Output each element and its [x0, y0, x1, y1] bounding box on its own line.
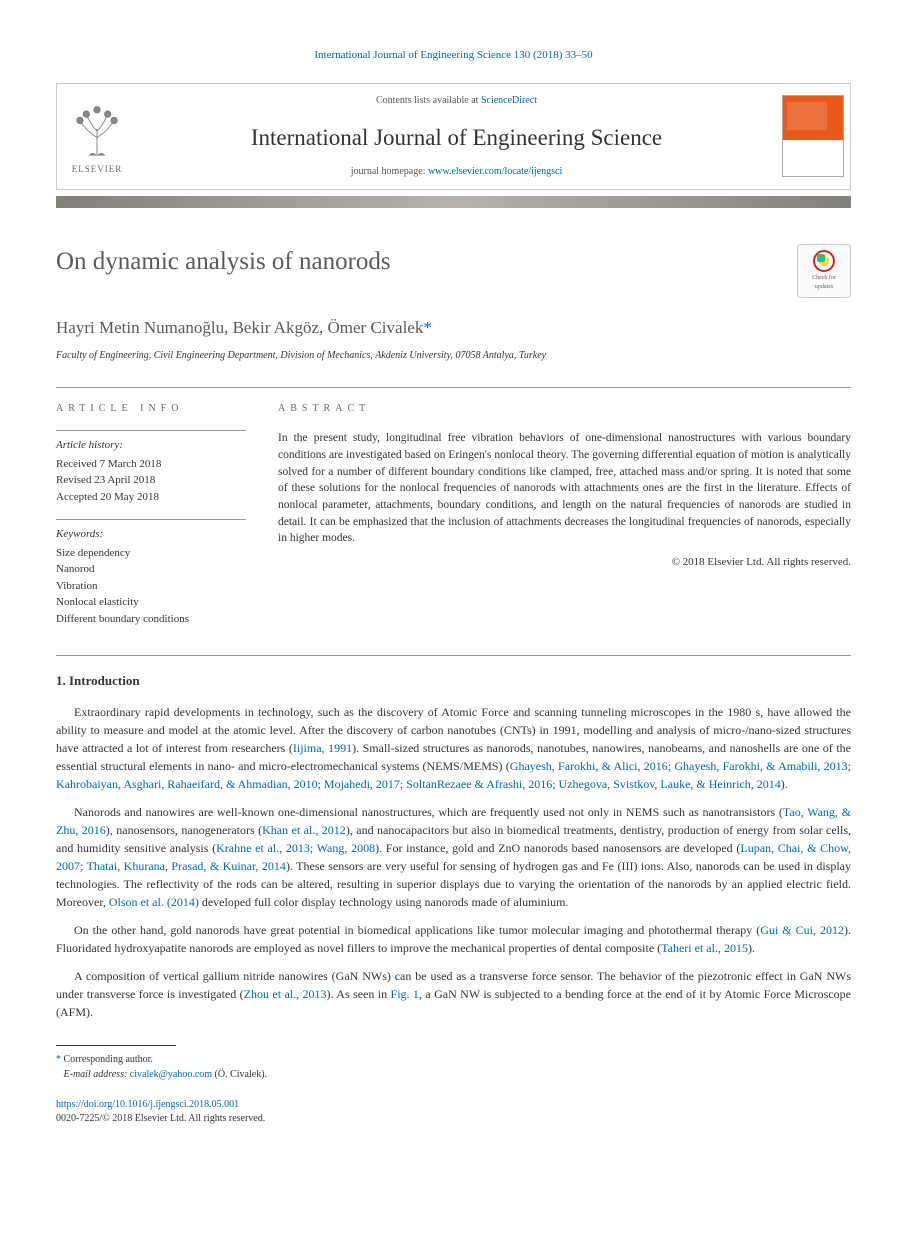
gradient-bar — [56, 196, 851, 208]
crossmark-badge[interactable]: Check for updates — [797, 244, 851, 298]
abstract-column: abstract In the present study, longitudi… — [278, 402, 851, 641]
p3-text: On the other hand, gold nanorods have gr… — [74, 923, 760, 937]
received-date: Received 7 March 2018 — [56, 456, 246, 473]
crossmark-icon — [813, 250, 835, 272]
p2-text: Nanorods and nanowires are well-known on… — [74, 805, 783, 819]
intro-paragraph-4: A composition of vertical gallium nitrid… — [56, 967, 851, 1021]
citation-line: International Journal of Engineering Sci… — [56, 48, 851, 63]
keyword: Different boundary conditions — [56, 611, 246, 628]
ref-link[interactable]: Olson et al. (2014) — [109, 895, 199, 909]
homepage-prefix: journal homepage: — [351, 166, 428, 177]
elsevier-label: ELSEVIER — [72, 163, 123, 176]
contents-available-line: Contents lists available at ScienceDirec… — [145, 94, 768, 108]
page: International Journal of Engineering Sci… — [0, 0, 907, 1166]
ref-link[interactable]: Krahne et al., 2013; Wang, 2008 — [216, 841, 375, 855]
homepage-link[interactable]: www.elsevier.com/locate/ijengsci — [428, 166, 562, 177]
header-center: Contents lists available at ScienceDirec… — [137, 84, 776, 188]
article-title: On dynamic analysis of nanorods — [56, 244, 391, 279]
author-2: Bekir Akgöz — [233, 318, 319, 337]
intro-paragraph-1: Extraordinary rapid developments in tech… — [56, 703, 851, 793]
email-link[interactable]: civalek@yahoo.com — [130, 1069, 212, 1080]
p2-text: ). For instance, gold and ZnO nanorods b… — [375, 841, 740, 855]
homepage-line: journal homepage: www.elsevier.com/locat… — [145, 165, 768, 179]
p3-text: ). — [748, 941, 755, 955]
ref-link[interactable]: Khan et al., 2012 — [262, 823, 346, 837]
ref-link[interactable]: Iijima, 1991 — [293, 741, 352, 755]
keywords-label: Keywords: — [56, 526, 246, 543]
keyword: Nonlocal elasticity — [56, 594, 246, 611]
email-label: E-mail address: — [64, 1069, 128, 1080]
keyword: Vibration — [56, 578, 246, 595]
journal-header: ELSEVIER Contents lists available at Sci… — [56, 83, 851, 189]
journal-title: International Journal of Engineering Sci… — [145, 122, 768, 154]
authors-line: Hayri Metin Numanoğlu, Bekir Akgöz, Ömer… — [56, 316, 851, 340]
article-info-label: article info — [56, 402, 246, 416]
author-3: Ömer Civalek — [328, 318, 424, 337]
corr-label: Corresponding author. — [64, 1054, 153, 1065]
divider — [56, 655, 851, 656]
page-footer: https://doi.org/10.1016/j.ijengsci.2018.… — [56, 1098, 851, 1126]
intro-paragraph-2: Nanorods and nanowires are well-known on… — [56, 803, 851, 911]
title-row: On dynamic analysis of nanorods Check fo… — [56, 244, 851, 298]
email-footnote: E-mail address: civalek@yahoo.com (Ö. Ci… — [56, 1067, 851, 1082]
info-abstract-row: article info Article history: Received 7… — [56, 387, 851, 641]
corresponding-footnote: * Corresponding author. — [56, 1052, 851, 1067]
affiliation: Faculty of Engineering, Civil Engineerin… — [56, 349, 851, 363]
section-heading-intro: 1. Introduction — [56, 672, 851, 690]
keyword: Nanorod — [56, 561, 246, 578]
abstract-text: In the present study, longitudinal free … — [278, 430, 851, 547]
issn-copyright: 0020-7225/© 2018 Elsevier Ltd. All right… — [56, 1112, 851, 1126]
p4-text: ). As seen in — [327, 987, 391, 1001]
author-1: Hayri Metin Numanoğlu — [56, 318, 224, 337]
corr-asterisk: * — [56, 1054, 61, 1065]
article-info-column: article info Article history: Received 7… — [56, 402, 246, 641]
journal-cover-thumb — [776, 84, 850, 188]
accepted-date: Accepted 20 May 2018 — [56, 489, 246, 506]
elsevier-logo: ELSEVIER — [57, 84, 137, 188]
keywords-block: Keywords: Size dependency Nanorod Vibrat… — [56, 519, 246, 627]
sciencedirect-link[interactable]: ScienceDirect — [481, 95, 537, 106]
abstract-copyright: © 2018 Elsevier Ltd. All rights reserved… — [278, 555, 851, 570]
abstract-label: abstract — [278, 402, 851, 416]
revised-date: Revised 23 April 2018 — [56, 472, 246, 489]
p2-text: ), nanosensors, nanogenerators ( — [106, 823, 262, 837]
crossmark-text1: Check for — [812, 274, 836, 282]
article-history-block: Article history: Received 7 March 2018 R… — [56, 430, 246, 505]
ref-link[interactable]: Zhou et al., 2013 — [244, 987, 327, 1001]
history-label: Article history: — [56, 437, 246, 454]
doi-link[interactable]: https://doi.org/10.1016/j.ijengsci.2018.… — [56, 1098, 851, 1112]
ref-link[interactable]: Taheri et al., 2015 — [661, 941, 748, 955]
footnote-separator — [56, 1045, 176, 1046]
corresponding-mark: * — [423, 318, 432, 337]
p2-text: developed full color display technology … — [199, 895, 569, 909]
email-name: (Ö. Civalek). — [215, 1069, 268, 1080]
cover-image — [782, 95, 844, 177]
p1-text: ). — [781, 777, 788, 791]
contents-prefix: Contents lists available at — [376, 95, 481, 106]
elsevier-tree-icon — [65, 97, 129, 161]
intro-paragraph-3: On the other hand, gold nanorods have gr… — [56, 921, 851, 957]
fig-link[interactable]: Fig. 1 — [391, 987, 419, 1001]
ref-link[interactable]: Gui & Cui, 2012 — [760, 923, 844, 937]
keyword: Size dependency — [56, 545, 246, 562]
crossmark-text2: updates — [815, 283, 833, 291]
